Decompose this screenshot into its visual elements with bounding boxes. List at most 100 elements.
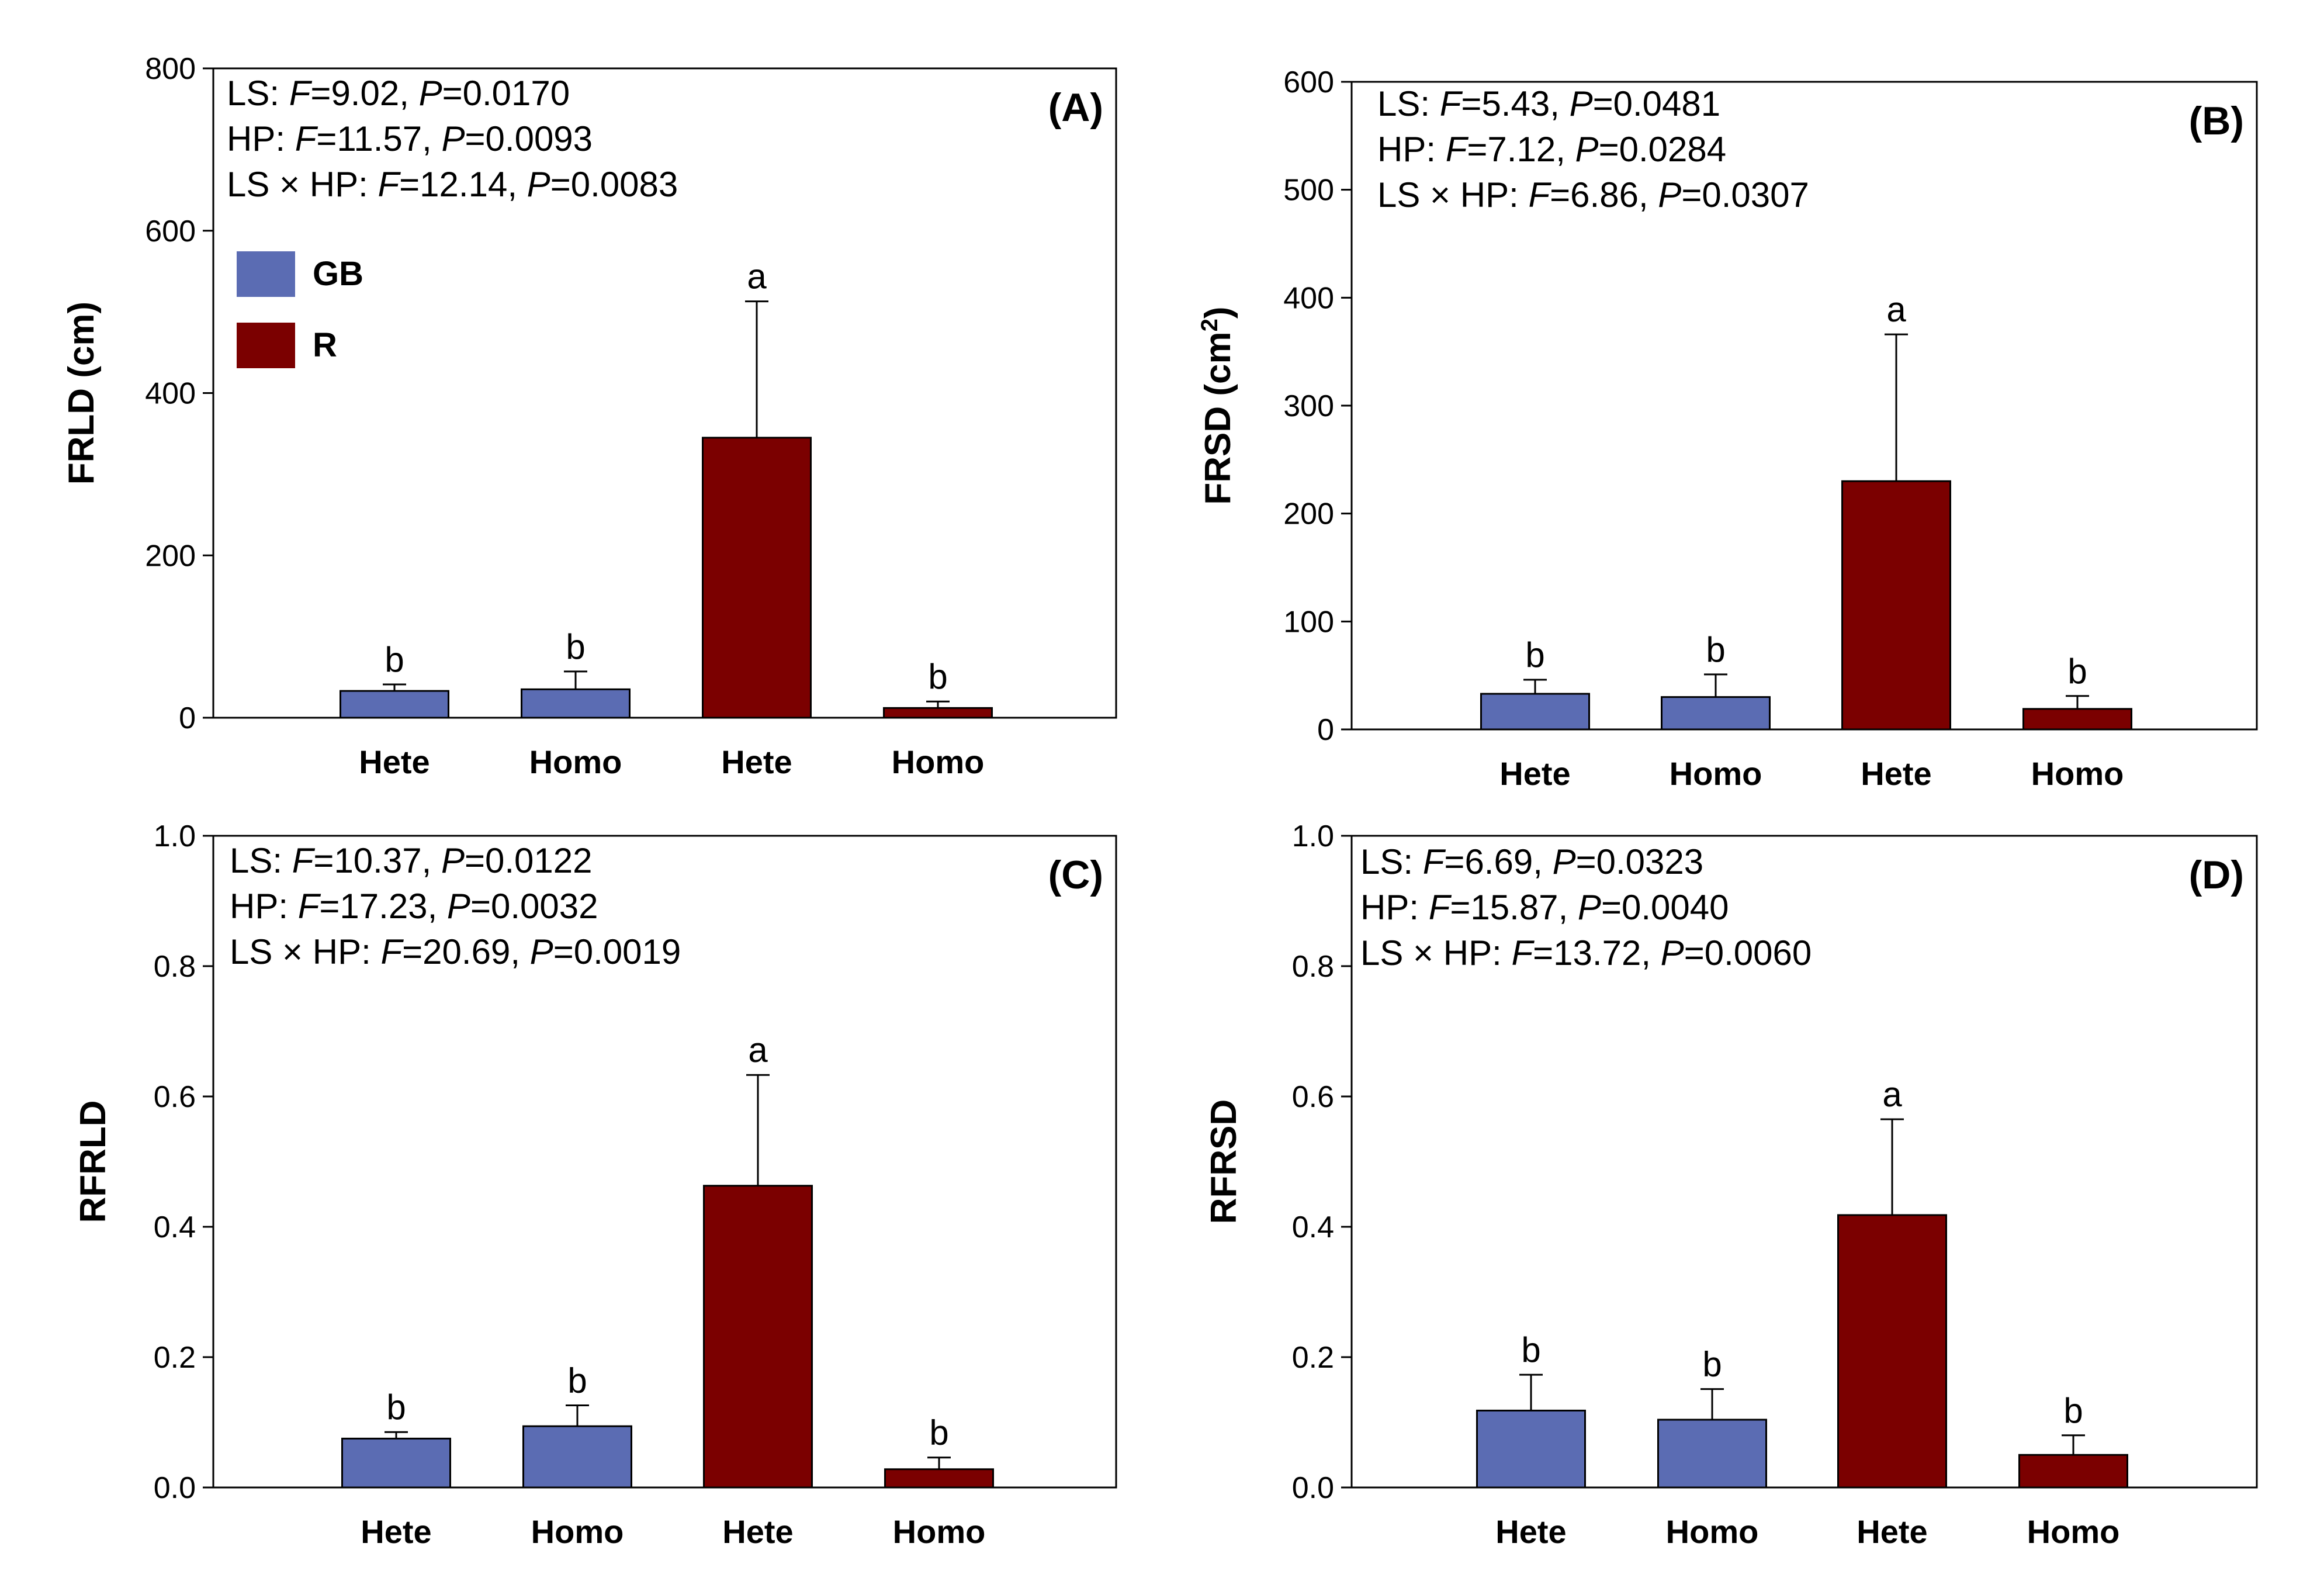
x-category-label: Hete <box>359 743 430 780</box>
significance-letter: b <box>386 1388 406 1427</box>
stat-line: LS × HP: F=13.72, P=0.0060 <box>1360 933 1812 973</box>
y-tick-label: 0.0 <box>154 1471 196 1505</box>
chart-panel-a: 0 200 400 600 800 FRLD (cm) (A) LS: F=9.02, P=0… <box>61 52 1117 780</box>
stat-line: LS: F=10.37, P=0.0122 <box>230 841 593 880</box>
y-tick-label: 600 <box>145 214 196 248</box>
significance-letter: b <box>566 627 585 666</box>
stat-line: LS × HP: F=6.86, P=0.0307 <box>1377 175 1809 214</box>
y-tick-label: 200 <box>145 539 196 573</box>
significance-letter: a <box>748 1030 768 1070</box>
y-tick-label: 800 <box>145 52 196 86</box>
bar-r-hete <box>703 1185 813 1489</box>
legend-swatch-gb <box>237 251 295 297</box>
y-axis-label: RFRLD <box>73 1100 113 1223</box>
x-category-label: Homo <box>892 743 985 780</box>
chart-panel-b: 0 100 200 300 400 500 600 FRSD (cm2) (B) LS: F=5.… <box>1197 65 2258 792</box>
y-tick-label: 200 <box>1283 497 1334 531</box>
chart-panel-d: 0.0 0.2 0.4 0.6 0.8 1.0 RFRSD (D) LS: F=6.69, P=… <box>1204 819 2258 1550</box>
bar-r-hete <box>1841 480 1951 731</box>
y-tick-label: 0 <box>179 701 196 735</box>
stat-line: HP: F=15.87, P=0.0040 <box>1360 888 1729 927</box>
y-axis-label: FRLD (cm) <box>61 302 102 485</box>
significance-letter: b <box>929 1413 948 1452</box>
y-tick-label: 0.6 <box>1292 1080 1334 1114</box>
y-tick-label: 0.8 <box>1292 950 1334 984</box>
y-tick-label: 100 <box>1283 605 1334 639</box>
x-category-label: Homo <box>2031 755 2124 792</box>
y-tick-label: 0.4 <box>154 1210 196 1244</box>
plot-frame <box>1350 835 2258 1489</box>
y-tick-label: 0.0 <box>1292 1471 1334 1505</box>
panel-label: (D) <box>2189 853 2244 897</box>
bar-gb-homo <box>522 1425 632 1489</box>
x-category-label: Hete <box>1495 1513 1566 1550</box>
y-tick-label: 0.2 <box>154 1341 196 1375</box>
y-tick-label: 300 <box>1283 389 1334 423</box>
significance-letter: b <box>567 1361 587 1400</box>
bar-gb-hete <box>340 690 449 719</box>
significance-letter: b <box>1702 1345 1722 1384</box>
x-category-label: Homo <box>1670 755 1762 792</box>
y-tick-label: 0.2 <box>1292 1341 1334 1375</box>
significance-letter: b <box>1521 1330 1540 1369</box>
bar-r-homo <box>884 1468 994 1489</box>
y-tick-label: 1.0 <box>1292 819 1334 853</box>
significance-letter: b <box>2063 1391 2083 1430</box>
x-category-label: Hete <box>361 1513 431 1550</box>
y-axis-label: RFRSD <box>1204 1099 1244 1224</box>
legend-label: R <box>313 326 337 364</box>
stat-line: LS: F=5.43, P=0.0481 <box>1377 84 1720 123</box>
x-category-label: Homo <box>529 743 622 780</box>
legend-swatch-r <box>237 323 295 368</box>
bar-gb-homo <box>521 688 631 719</box>
chart-panel-c: 0.0 0.2 0.4 0.6 0.8 1.0 RFRLD (C) LS: F=10.37, P… <box>73 819 1117 1550</box>
legend: GB R <box>237 251 363 368</box>
y-tick-label: 400 <box>145 377 196 411</box>
stat-line: HP: F=11.57, P=0.0093 <box>227 119 593 158</box>
x-category-label: Homo <box>1666 1513 1759 1550</box>
stat-line: LS × HP: F=12.14, P=0.0083 <box>227 165 678 204</box>
y-tick-label: 400 <box>1283 281 1334 315</box>
stat-line: LS: F=6.69, P=0.0323 <box>1360 842 1703 881</box>
y-tick-label: 500 <box>1283 174 1334 207</box>
bar-gb-hete <box>1480 693 1590 731</box>
stat-line: LS: F=9.02, P=0.0170 <box>227 74 570 113</box>
y-axis-label: FRSD (cm2) <box>1197 306 1238 504</box>
significance-letter: b <box>928 657 947 696</box>
x-category-label: Homo <box>531 1513 624 1550</box>
x-category-label: Hete <box>722 1513 793 1550</box>
bar-r-hete <box>702 437 812 719</box>
significance-letter: b <box>2067 652 2087 691</box>
y-tick-label: 0.4 <box>1292 1210 1334 1244</box>
y-tick-label: 0.6 <box>154 1080 196 1114</box>
significance-letter: a <box>747 257 767 296</box>
significance-letter: b <box>1525 635 1544 674</box>
x-category-label: Hete <box>1499 755 1570 792</box>
bar-gb-hete <box>1476 1409 1586 1489</box>
significance-letter: b <box>385 640 404 679</box>
x-category-label: Hete <box>1857 1513 1927 1550</box>
panel-label: (C) <box>1048 853 1103 897</box>
y-tick-label: 1.0 <box>154 819 196 853</box>
bar-r-homo <box>2022 708 2132 731</box>
bar-gb-homo <box>1661 696 1771 731</box>
bar-r-hete <box>1837 1214 1947 1489</box>
x-category-label: Hete <box>721 743 792 780</box>
legend-label: GB <box>313 255 363 293</box>
x-category-label: Hete <box>1861 755 1931 792</box>
bar-r-homo <box>2018 1454 2128 1489</box>
y-tick-label: 600 <box>1283 65 1334 99</box>
y-tick-label: 0.8 <box>154 950 196 984</box>
significance-letter: a <box>1882 1075 1902 1114</box>
panel-label: (B) <box>2189 99 2244 143</box>
x-category-label: Homo <box>2027 1513 2120 1550</box>
significance-letter: b <box>1706 630 1725 669</box>
significance-letter: a <box>1886 290 1906 329</box>
stat-line: LS × HP: F=20.69, P=0.0019 <box>230 932 681 971</box>
plot-frame <box>212 835 1117 1489</box>
stat-line: HP: F=7.12, P=0.0284 <box>1377 130 1726 169</box>
panel-label: (A) <box>1048 85 1103 130</box>
bar-gb-hete <box>341 1437 451 1489</box>
stat-line: HP: F=17.23, P=0.0032 <box>230 887 598 926</box>
